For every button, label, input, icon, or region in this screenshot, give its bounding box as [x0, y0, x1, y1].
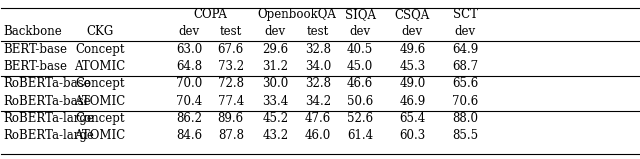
Text: 73.2: 73.2 [218, 60, 244, 73]
Text: 86.2: 86.2 [177, 112, 202, 125]
Text: 50.6: 50.6 [347, 95, 373, 108]
Text: dev: dev [349, 25, 371, 38]
Text: 30.0: 30.0 [262, 77, 289, 90]
Text: Backbone: Backbone [3, 25, 62, 38]
Text: RoBERTa-large: RoBERTa-large [3, 129, 94, 142]
Text: test: test [220, 25, 242, 38]
Text: 88.0: 88.0 [452, 112, 478, 125]
Text: ATOMIC: ATOMIC [74, 95, 126, 108]
Text: 84.6: 84.6 [176, 129, 202, 142]
Text: 29.6: 29.6 [262, 43, 289, 56]
Text: 46.6: 46.6 [347, 77, 373, 90]
Text: 65.6: 65.6 [452, 77, 479, 90]
Text: 63.0: 63.0 [176, 43, 202, 56]
Text: 49.0: 49.0 [399, 77, 426, 90]
Text: 33.4: 33.4 [262, 95, 289, 108]
Text: 61.4: 61.4 [347, 129, 373, 142]
Text: CKG: CKG [86, 25, 114, 38]
Text: 67.6: 67.6 [218, 43, 244, 56]
Text: 77.4: 77.4 [218, 95, 244, 108]
Text: 87.8: 87.8 [218, 129, 244, 142]
Text: COPA: COPA [193, 8, 227, 21]
Text: 64.8: 64.8 [176, 60, 202, 73]
Text: BERT-base: BERT-base [3, 43, 67, 56]
Text: 65.4: 65.4 [399, 112, 426, 125]
Text: 32.8: 32.8 [305, 77, 331, 90]
Text: 46.0: 46.0 [305, 129, 332, 142]
Text: 34.0: 34.0 [305, 60, 332, 73]
Text: SCT: SCT [452, 8, 478, 21]
Text: OpenbookQA: OpenbookQA [257, 8, 336, 21]
Text: RoBERTa-base: RoBERTa-base [3, 77, 91, 90]
Text: SIQA: SIQA [345, 8, 376, 21]
Text: 31.2: 31.2 [262, 60, 289, 73]
Text: BERT-base: BERT-base [3, 60, 67, 73]
Text: 70.6: 70.6 [452, 95, 479, 108]
Text: 85.5: 85.5 [452, 129, 478, 142]
Text: 45.2: 45.2 [262, 112, 289, 125]
Text: 45.3: 45.3 [399, 60, 426, 73]
Text: 46.9: 46.9 [399, 95, 426, 108]
Text: CSQA: CSQA [395, 8, 430, 21]
Text: 43.2: 43.2 [262, 129, 289, 142]
Text: dev: dev [455, 25, 476, 38]
Text: 70.4: 70.4 [176, 95, 202, 108]
Text: 52.6: 52.6 [347, 112, 373, 125]
Text: 70.0: 70.0 [176, 77, 202, 90]
Text: Concept: Concept [76, 112, 125, 125]
Text: test: test [307, 25, 329, 38]
Text: 32.8: 32.8 [305, 43, 331, 56]
Text: 89.6: 89.6 [218, 112, 244, 125]
Text: RoBERTa-large: RoBERTa-large [3, 112, 94, 125]
Text: ATOMIC: ATOMIC [74, 129, 126, 142]
Text: dev: dev [402, 25, 423, 38]
Text: Concept: Concept [76, 43, 125, 56]
Text: 49.6: 49.6 [399, 43, 426, 56]
Text: 47.6: 47.6 [305, 112, 332, 125]
Text: Concept: Concept [76, 77, 125, 90]
Text: 40.5: 40.5 [347, 43, 373, 56]
Text: 60.3: 60.3 [399, 129, 426, 142]
Text: dev: dev [265, 25, 286, 38]
Text: 34.2: 34.2 [305, 95, 331, 108]
Text: 64.9: 64.9 [452, 43, 479, 56]
Text: 72.8: 72.8 [218, 77, 244, 90]
Text: RoBERTa-base: RoBERTa-base [3, 95, 91, 108]
Text: 68.7: 68.7 [452, 60, 478, 73]
Text: dev: dev [179, 25, 200, 38]
Text: ATOMIC: ATOMIC [74, 60, 126, 73]
Text: 45.0: 45.0 [347, 60, 373, 73]
